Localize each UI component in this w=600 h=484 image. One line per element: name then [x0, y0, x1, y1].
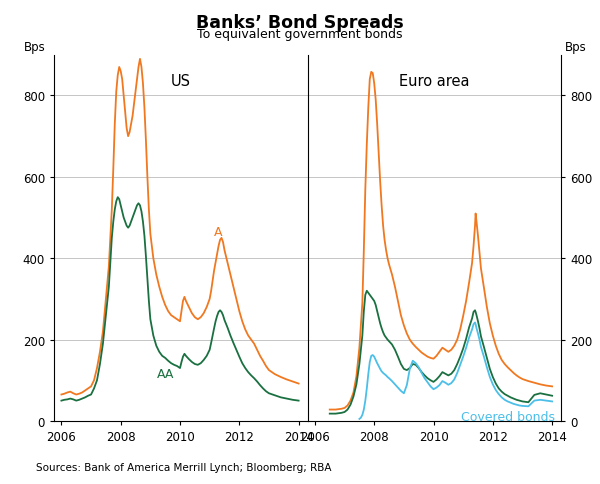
- Text: To equivalent government bonds: To equivalent government bonds: [197, 28, 403, 41]
- Text: US: US: [171, 74, 191, 89]
- Text: Banks’ Bond Spreads: Banks’ Bond Spreads: [196, 14, 404, 31]
- Text: Bps: Bps: [565, 41, 586, 54]
- Text: Bps: Bps: [23, 41, 46, 54]
- Text: Sources: Bank of America Merrill Lynch; Bloomberg; RBA: Sources: Bank of America Merrill Lynch; …: [36, 462, 331, 472]
- Text: Covered bonds: Covered bonds: [461, 410, 554, 423]
- Text: A: A: [214, 226, 223, 239]
- Text: Euro area: Euro area: [399, 74, 470, 89]
- Text: AA: AA: [157, 367, 174, 380]
